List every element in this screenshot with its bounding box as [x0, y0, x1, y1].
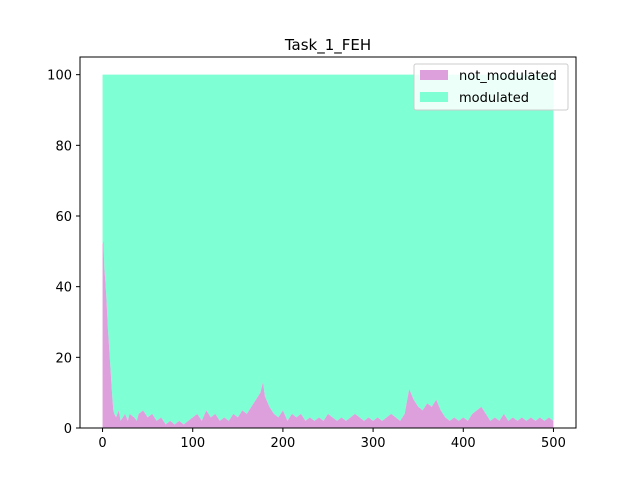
axes-frame: [79, 56, 577, 429]
legend-frame: [413, 63, 569, 111]
legend-label-not-modulated: not_modulated: [459, 69, 557, 84]
x-tick-label: 500: [541, 436, 566, 451]
y-tick-label: 40: [55, 281, 72, 296]
x-tick-label: 300: [361, 436, 386, 451]
chart-title: Task_1_FEH: [284, 36, 371, 55]
y-tick-label: 60: [55, 210, 72, 225]
legend: not_modulated modulated: [413, 63, 569, 111]
y-tick-label: 80: [55, 139, 72, 154]
y-tick-label: 20: [55, 351, 72, 366]
axes: 0 100 200 300 400 500 0 20 40 60 80 100: [47, 56, 577, 451]
area-modulated: [102, 74, 554, 425]
x-tick-label: 100: [180, 436, 205, 451]
y-tick-label: 100: [47, 69, 72, 84]
legend-label-modulated: modulated: [459, 91, 529, 106]
legend-swatch-modulated: [420, 92, 448, 102]
x-tick-label: 200: [270, 436, 295, 451]
plot-area: [102, 74, 554, 428]
x-tick-label: 0: [98, 436, 106, 451]
y-tick-label: 0: [64, 422, 72, 437]
legend-swatch-not-modulated: [420, 70, 448, 80]
x-tick-label: 400: [451, 436, 476, 451]
